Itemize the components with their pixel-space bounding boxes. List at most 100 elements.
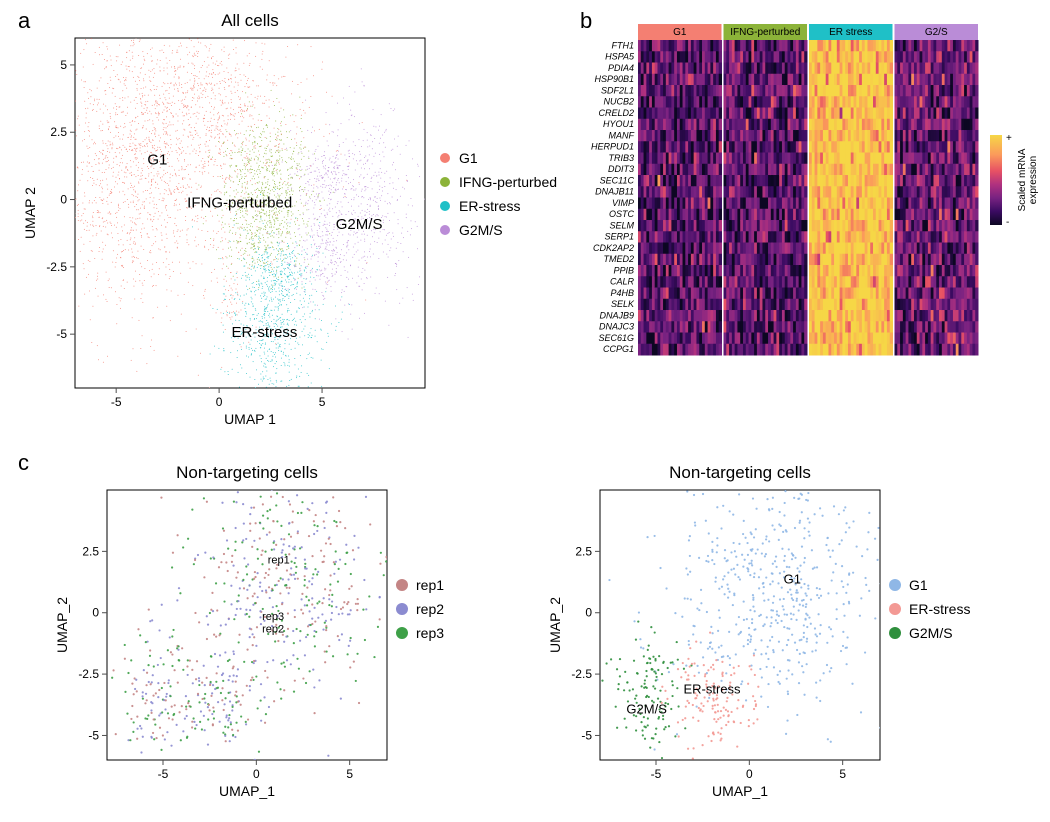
point [237, 173, 238, 174]
point [365, 156, 366, 157]
point [207, 25, 208, 26]
point [275, 283, 276, 284]
point [124, 80, 125, 81]
point [223, 264, 224, 265]
point [322, 240, 323, 241]
point [252, 261, 253, 262]
point [256, 171, 257, 172]
point [324, 224, 325, 225]
point [91, 90, 92, 91]
point [321, 320, 322, 321]
point [214, 119, 215, 120]
point [265, 187, 266, 188]
point [257, 215, 258, 216]
point [251, 237, 252, 238]
point [308, 150, 309, 151]
point [167, 134, 168, 135]
point [176, 22, 177, 23]
point [265, 364, 266, 365]
point [271, 152, 272, 153]
point [158, 135, 159, 136]
point [213, 230, 214, 231]
point [171, 166, 172, 167]
point [282, 240, 283, 241]
point [125, 85, 126, 86]
point [69, 37, 70, 38]
point [292, 178, 293, 179]
point [130, 30, 131, 31]
point [418, 166, 419, 167]
point [361, 258, 362, 259]
point [68, 112, 69, 113]
point [348, 234, 349, 235]
point [269, 150, 270, 151]
point [270, 247, 271, 248]
point [290, 261, 291, 262]
point [283, 76, 284, 77]
point [60, 181, 61, 182]
point [349, 86, 350, 87]
point [289, 254, 290, 255]
point [344, 305, 345, 306]
point [364, 241, 365, 242]
point [315, 318, 316, 319]
point [256, 234, 257, 235]
point [66, 17, 67, 18]
point [331, 171, 332, 172]
point [372, 236, 373, 237]
point [319, 209, 320, 210]
point [239, 387, 240, 388]
point [264, 176, 265, 177]
point [206, 133, 207, 134]
point [144, 145, 145, 146]
point [383, 156, 384, 157]
point [247, 277, 248, 278]
point [251, 126, 252, 127]
point [340, 300, 341, 301]
point [196, 133, 197, 134]
point [338, 172, 339, 173]
point [260, 229, 261, 230]
point [354, 254, 355, 255]
point [254, 170, 255, 171]
point [278, 266, 279, 267]
point [224, 51, 225, 52]
point [277, 138, 278, 139]
point [346, 197, 347, 198]
point [203, 121, 204, 122]
point [200, 353, 201, 354]
point [155, 128, 156, 129]
point [142, 96, 143, 97]
point [154, 73, 155, 74]
point [364, 270, 365, 271]
point [129, 233, 130, 234]
point [181, 153, 182, 154]
point [121, 298, 122, 299]
point [302, 307, 303, 308]
point [111, 60, 112, 61]
point [227, 306, 228, 307]
point [191, 63, 192, 64]
point [293, 294, 294, 295]
point [329, 159, 330, 160]
point [305, 326, 306, 327]
point [161, 50, 162, 51]
point [227, 108, 228, 109]
point [301, 151, 302, 152]
point [319, 172, 320, 173]
point [278, 78, 279, 79]
point [152, 47, 153, 48]
point [279, 318, 280, 319]
point [383, 252, 384, 253]
point [243, 230, 244, 231]
point [76, 199, 77, 200]
point [143, 80, 144, 81]
point [263, 237, 264, 238]
point [223, 36, 224, 37]
point [305, 113, 306, 114]
point [332, 244, 333, 245]
point [235, 134, 236, 135]
point [334, 264, 335, 265]
point [318, 196, 319, 197]
point [396, 289, 397, 290]
